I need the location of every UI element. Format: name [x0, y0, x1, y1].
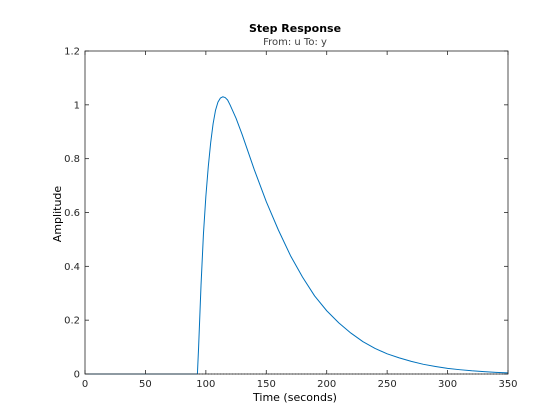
axes-box [84, 50, 509, 375]
y-tick-label: 0 [74, 370, 80, 381]
x-tick-label: 200 [317, 379, 336, 390]
y-tick-label: 1 [74, 100, 80, 111]
y-tick-label: 1.2 [64, 47, 80, 58]
series-line [85, 96, 509, 375]
x-tick-label: 350 [498, 379, 517, 390]
chart-subtitle: From: u To: y [263, 37, 327, 48]
chart-title: Step Response [249, 22, 341, 35]
y-tick-label: 0.6 [64, 208, 80, 219]
x-tick-label: 250 [378, 379, 397, 390]
x-axis-label: Time (seconds) [252, 391, 337, 404]
x-tick-label: 300 [438, 379, 457, 390]
y-tick-label: 0.4 [64, 262, 80, 273]
x-tick-label: 150 [257, 379, 276, 390]
x-tick-label: 50 [139, 379, 152, 390]
x-tick-label: 100 [196, 379, 215, 390]
y-axis-label: Amplitude [51, 186, 64, 243]
y-tick-label: 0.8 [64, 154, 80, 165]
x-tick-label: 0 [82, 379, 88, 390]
y-tick-label: 0.2 [64, 316, 80, 327]
